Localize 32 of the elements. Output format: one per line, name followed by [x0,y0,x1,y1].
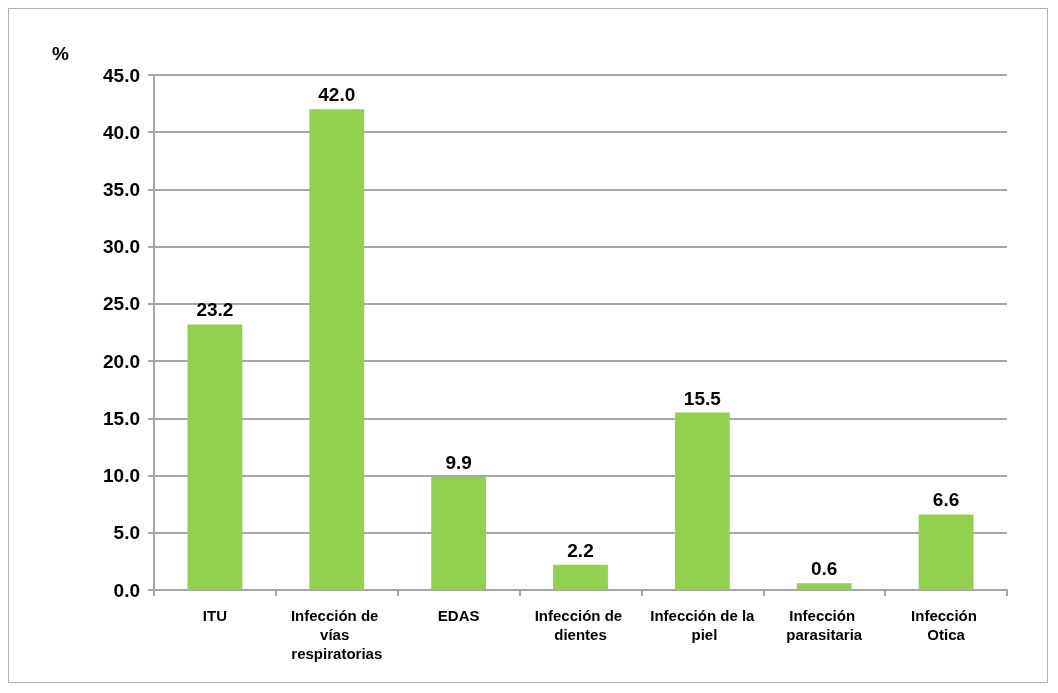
x-tick-label: Infección de vías respiratorias [290,607,383,662]
y-tick-label: 0.0 [113,579,140,601]
y-tick-label: 5.0 [113,522,140,544]
x-tick-label: Infección Otica [911,607,982,643]
bar [187,324,243,590]
bar [918,514,974,590]
x-tick-label: Infección de dientes [534,607,627,643]
data-label: 23.2 [196,299,234,321]
data-label: 42.0 [318,84,356,106]
x-tick-label: Infección de la piel [650,607,756,643]
x-tick-label: EDAS [437,607,480,624]
data-label: 9.9 [445,451,472,473]
y-tick-label: 45.0 [103,64,140,86]
bar [553,564,608,590]
y-tick-label: 35.0 [103,178,140,200]
y-tick-label: 25.0 [103,293,140,315]
y-tick-label: 40.0 [103,121,140,143]
data-label: 2.2 [567,539,594,561]
y-tick-label: 10.0 [103,465,140,487]
data-label: 15.5 [683,387,722,409]
bar [674,412,730,590]
y-tick-label: 30.0 [103,236,140,258]
bar [431,476,487,590]
y-tick-label: 15.0 [103,407,140,429]
data-label: 0.6 [811,558,838,580]
bar [796,583,852,590]
data-label: 6.6 [932,489,960,511]
x-tick-label: ITU [202,607,228,624]
x-tick-label: Infección parasitaria [786,607,863,643]
y-tick-label: 20.0 [103,350,140,372]
bar [309,109,365,590]
y-axis-title: % [52,43,70,64]
